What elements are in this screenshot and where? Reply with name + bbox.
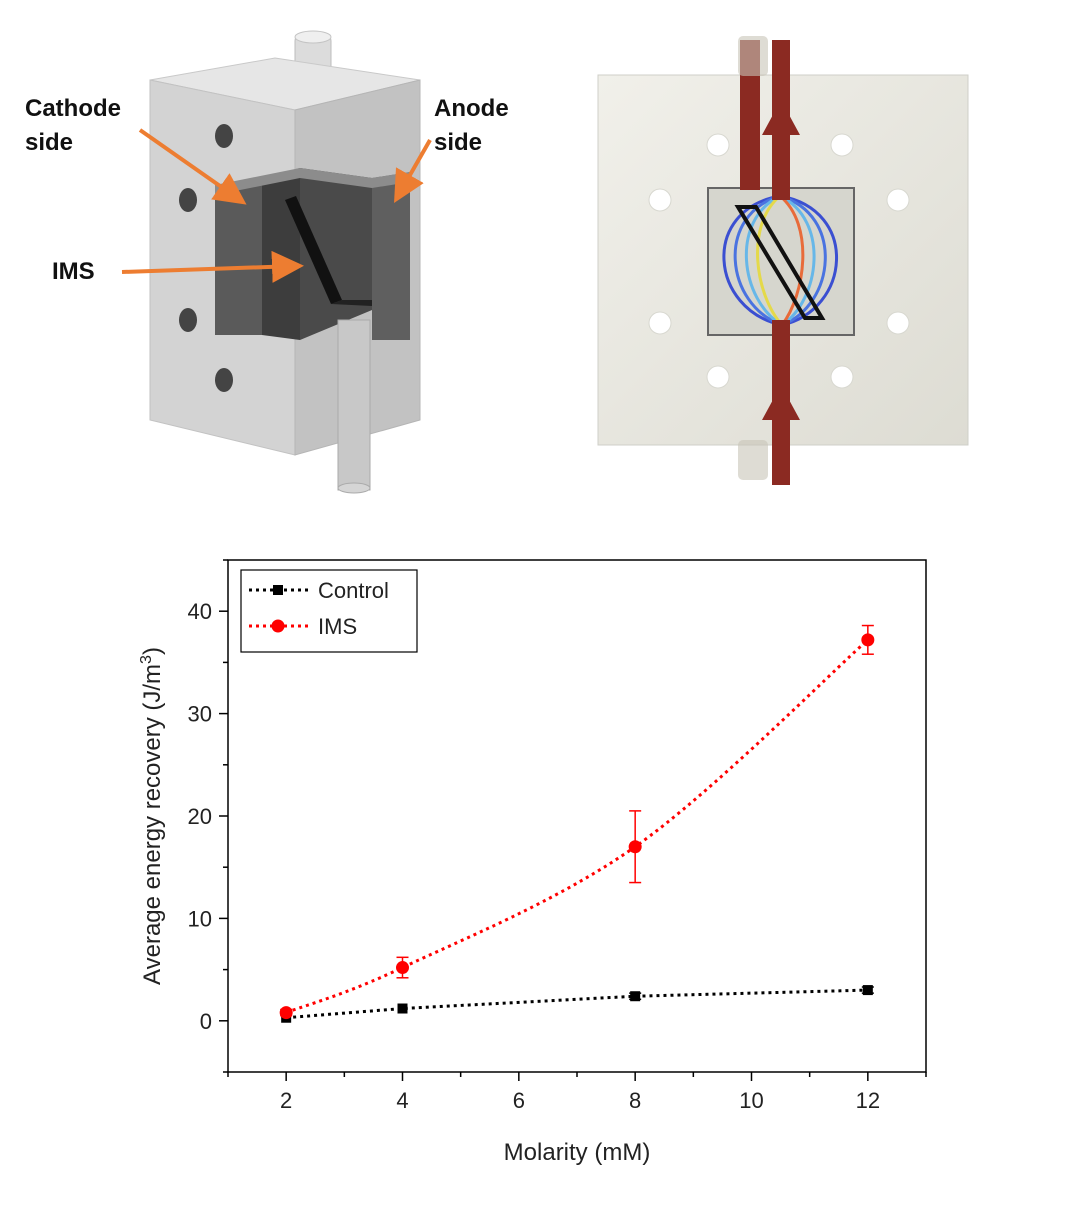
x-tick-label: 2 [280, 1088, 292, 1113]
x-axis-label: Molarity (mM) [504, 1139, 651, 1166]
flow-simulation-illustration [560, 0, 1066, 510]
y-axis-label-close: ) [139, 647, 166, 655]
ims-arrow [121, 250, 304, 283]
chamber-window [707, 187, 855, 336]
data-point [862, 985, 873, 996]
x-axis: 2 4 6 8 10 12 [227, 1072, 927, 1113]
cell-cutaway-drawing [121, 30, 432, 494]
chart: 2 4 6 8 10 12 0 10 20 30 40 Control IMS Molarity (… [0, 510, 1066, 1200]
y-tick-label: 10 [188, 906, 212, 931]
x-tick-label: 4 [396, 1088, 408, 1113]
line-chart: 2 4 6 8 10 12 0 10 20 30 40 Control IMS Molarity (… [138, 559, 927, 1166]
y-tick-label: 20 [188, 804, 212, 829]
legend: Control IMS [240, 569, 418, 653]
data-point [630, 991, 641, 1002]
y-axis: 0 10 20 30 40 [188, 559, 228, 1073]
legend-label: IMS [318, 614, 357, 639]
anode-chamber [372, 172, 410, 340]
cell-cutaway-illustration: Cathode side Anode side IMS [0, 0, 560, 510]
flow-simulation-drawing [597, 36, 969, 485]
legend-box [240, 569, 418, 653]
series-layer [279, 624, 875, 1023]
x-tick-label: 6 [513, 1088, 525, 1113]
flow-arrow-up-top [762, 100, 800, 135]
y-tick-label: 30 [188, 702, 212, 727]
legend-marker [273, 585, 283, 595]
x-tick-label: 10 [739, 1088, 763, 1113]
data-point [628, 840, 642, 854]
series-line [286, 988, 868, 1020]
inlet-flow-top [740, 40, 760, 190]
legend-label: Control [318, 578, 389, 603]
y-axis-label: Average energy recovery (J/m3) [138, 647, 166, 985]
y-tick-label: 0 [200, 1009, 212, 1034]
plate-holes [648, 133, 910, 389]
y-axis-label-sup: 3 [138, 655, 155, 664]
cathode-chamber [215, 178, 262, 335]
series-ims [279, 624, 875, 1020]
series-line [285, 638, 869, 1015]
ims-label: IMS [52, 258, 95, 285]
anode-side-label: Anode side [434, 95, 509, 156]
bottom-port-pin [337, 319, 371, 491]
data-point [861, 633, 875, 647]
x-tick-label: 12 [856, 1088, 880, 1113]
data-point [279, 1006, 293, 1020]
anode-arrow [394, 139, 432, 203]
data-point [397, 1003, 408, 1014]
x-tick-label: 8 [629, 1088, 641, 1113]
y-tick-label: 40 [188, 599, 212, 624]
cathode-side-label: Cathode side [25, 95, 121, 156]
ims-membrane [285, 196, 342, 304]
data-point [396, 961, 409, 975]
y-axis-label-main: Average energy recovery (J/m [139, 664, 166, 985]
flow-arrow-up-bottom [762, 385, 800, 420]
membrane-outline [734, 205, 826, 320]
cathode-arrow [138, 128, 247, 205]
legend-marker [271, 619, 285, 633]
